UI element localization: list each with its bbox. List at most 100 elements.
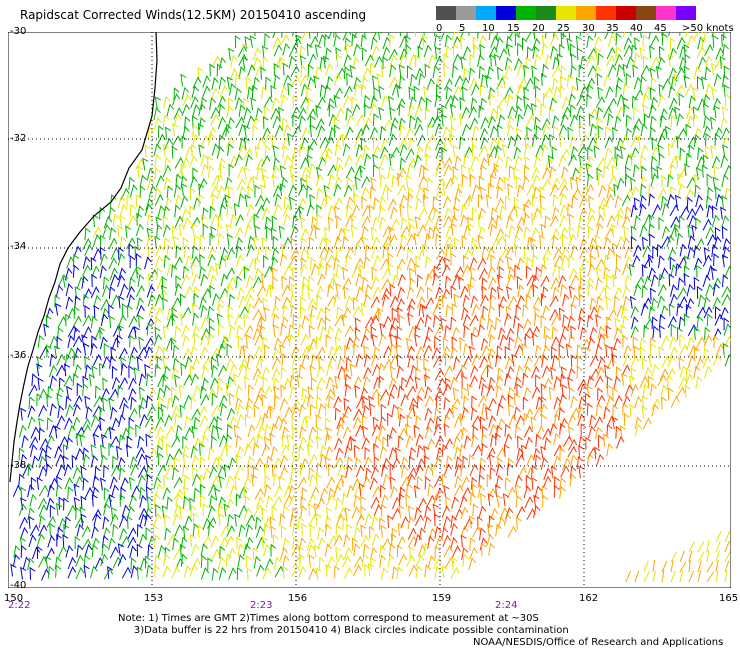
wind-barb <box>202 223 209 237</box>
wind-barb <box>614 266 621 280</box>
wind-barb <box>291 443 299 457</box>
wind-barb <box>443 136 451 150</box>
wind-barb <box>138 533 147 547</box>
wind-barb <box>643 256 653 269</box>
wind-barb <box>399 204 406 217</box>
wind-barb <box>298 553 305 567</box>
wind-barb <box>148 354 157 367</box>
wind-barb <box>343 54 352 67</box>
wind-barb <box>288 494 298 507</box>
wind-barb <box>238 295 248 308</box>
wind-barb <box>622 32 626 38</box>
wind-barb <box>324 153 332 167</box>
wind-barb <box>245 334 252 348</box>
wind-barb <box>395 447 402 461</box>
wind-barb <box>237 287 245 300</box>
wind-barb <box>421 34 428 48</box>
wind-barb <box>669 256 676 270</box>
wind-barb <box>495 36 504 50</box>
wind-barb <box>514 57 523 71</box>
wind-barb <box>199 385 207 399</box>
wind-barb <box>634 88 644 101</box>
wind-barb <box>192 76 202 89</box>
wind-barb <box>541 178 551 191</box>
lon-label-159: 159 <box>432 593 452 604</box>
wind-barb <box>489 223 497 237</box>
wind-barb <box>443 63 449 77</box>
wind-barb <box>505 506 514 520</box>
wind-barb <box>162 114 170 128</box>
wind-barb <box>400 516 410 529</box>
wind-barb <box>391 83 401 96</box>
wind-barb <box>174 215 184 228</box>
wind-barb <box>136 566 143 580</box>
wind-barb <box>426 417 435 430</box>
wind-barb <box>171 296 181 309</box>
wind-barb <box>256 496 265 510</box>
wind-barb <box>596 244 603 258</box>
wind-barb <box>426 177 434 191</box>
wind-barb <box>614 32 616 38</box>
wind-barb <box>523 226 531 240</box>
wind-barb <box>650 96 658 110</box>
wind-barb <box>579 32 582 37</box>
wind-barb <box>63 497 69 511</box>
wind-barb <box>666 193 675 207</box>
wind-barb <box>289 385 297 399</box>
wind-barb <box>201 287 211 300</box>
wind-barb <box>346 114 355 128</box>
wind-barb <box>715 530 722 543</box>
wind-barb <box>328 487 336 501</box>
wind-barb <box>298 363 306 377</box>
wind-barb <box>589 326 598 340</box>
wind-barb <box>669 335 678 349</box>
wind-barb <box>547 154 554 168</box>
wind-barb <box>156 355 163 369</box>
wind-barb <box>532 243 539 257</box>
wind-barb <box>616 235 625 249</box>
wind-barb <box>514 234 521 248</box>
wind-barb <box>594 426 603 440</box>
wind-barb <box>325 427 333 440</box>
wind-barb <box>470 332 477 346</box>
wind-barb <box>288 476 296 490</box>
wind-barb <box>191 357 200 370</box>
wind-barb <box>309 313 316 327</box>
wind-barb <box>273 556 282 570</box>
wind-barb <box>166 263 175 277</box>
wind-barb <box>353 342 360 356</box>
wind-barb <box>62 443 69 457</box>
wind-barb <box>264 265 273 278</box>
wind-barb <box>379 517 386 531</box>
wind-barb <box>371 245 380 259</box>
wind-barb <box>587 263 596 277</box>
wind-barb <box>541 494 549 508</box>
wind-barb <box>346 456 354 470</box>
wind-barb <box>471 303 480 317</box>
wind-barb <box>382 118 393 131</box>
wind-barb <box>451 302 458 316</box>
wind-barb <box>327 283 334 297</box>
wind-barb <box>200 346 209 359</box>
wind-barb <box>309 115 316 128</box>
wind-barb <box>381 503 387 517</box>
wind-barb <box>170 386 177 400</box>
wind-barb <box>479 186 486 200</box>
wind-barb <box>19 516 28 529</box>
wind-barb <box>255 434 264 447</box>
wind-barb <box>479 127 489 141</box>
wind-barb <box>246 436 257 449</box>
wind-barb <box>434 565 442 579</box>
wind-barb <box>633 283 642 297</box>
wind-barb <box>408 397 418 411</box>
wind-barb <box>190 144 197 158</box>
wind-barb <box>263 254 269 268</box>
wind-barb <box>166 244 173 258</box>
wind-barb <box>162 565 171 578</box>
wind-barb <box>534 53 542 67</box>
wind-barb <box>325 403 331 417</box>
wind-barb <box>568 285 575 299</box>
wind-barb <box>371 333 378 347</box>
wind-barb <box>578 383 587 396</box>
wind-barb <box>406 385 416 398</box>
